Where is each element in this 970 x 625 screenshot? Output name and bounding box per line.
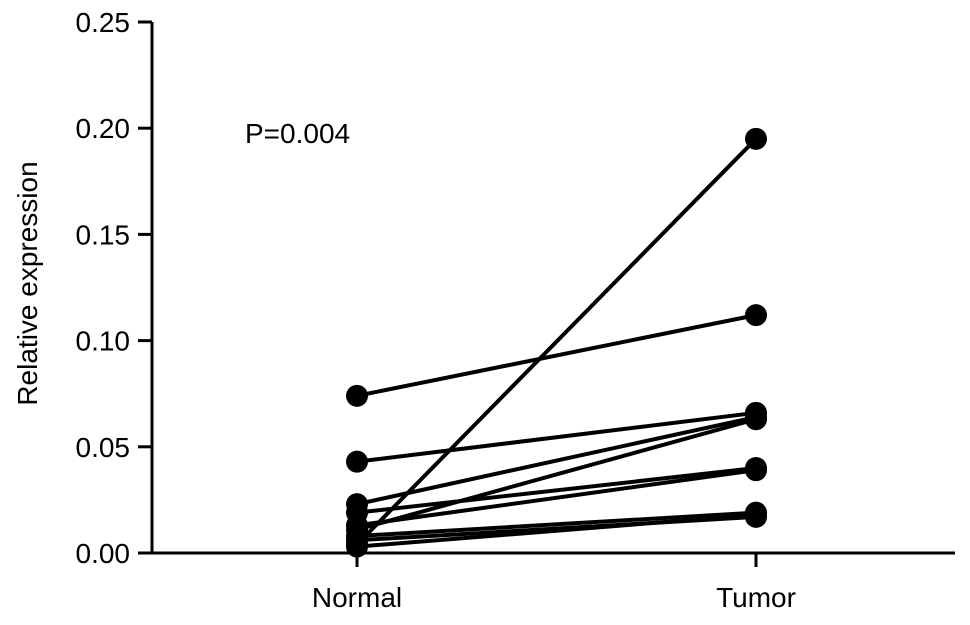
y-tick-label: 0.20 <box>76 113 131 144</box>
pair-line <box>356 415 757 507</box>
y-tick-label: 0.05 <box>76 432 131 463</box>
y-tick-label: 0.10 <box>76 326 131 357</box>
labels: 0.00 0.05 0.10 0.15 0.20 0.25 Normal Tumor Relat… <box>12 7 796 613</box>
tumor-point <box>745 304 767 327</box>
pair-line <box>356 417 757 532</box>
pair-line <box>356 466 757 515</box>
axes <box>138 20 955 567</box>
normal-point <box>346 384 368 407</box>
y-axis-title: Relative expression <box>12 161 43 405</box>
pair-line <box>356 512 757 549</box>
pair-line <box>355 137 758 546</box>
y-tick-label: 0.00 <box>76 538 131 569</box>
series-lines <box>355 137 758 549</box>
y-tick-label: 0.25 <box>76 7 131 38</box>
normal-point <box>346 535 368 558</box>
pair-line <box>356 468 757 528</box>
pair-line <box>356 510 757 539</box>
x-tick-label: Normal <box>312 582 402 613</box>
y-tick-label: 0.15 <box>76 219 131 250</box>
series-points <box>346 127 767 558</box>
p-value-annotation: P=0.004 <box>245 118 350 149</box>
pair-line <box>356 313 757 398</box>
x-tick-label: Tumor <box>716 582 796 613</box>
pair-line <box>356 410 757 464</box>
tumor-point <box>745 127 767 150</box>
normal-point <box>346 450 368 473</box>
tumor-point <box>745 408 767 431</box>
tumor-point <box>745 459 767 482</box>
tumor-point <box>745 503 767 526</box>
